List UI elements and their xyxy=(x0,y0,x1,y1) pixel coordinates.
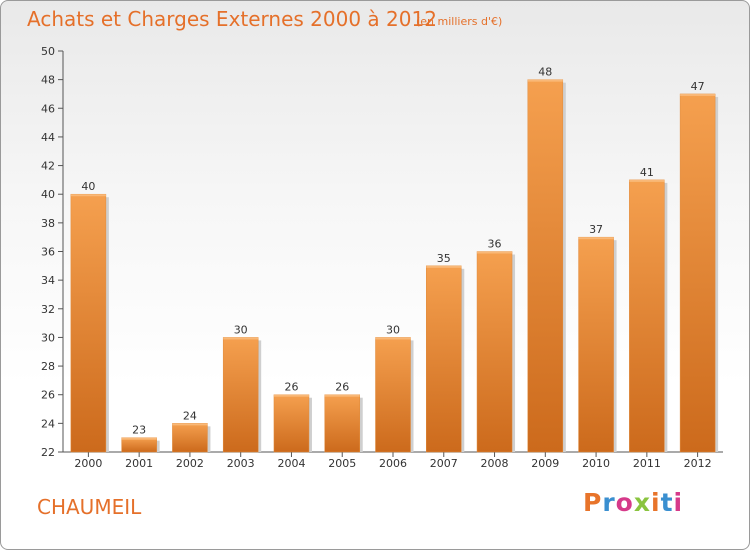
bar-highlight xyxy=(121,437,157,440)
data-label: 48 xyxy=(538,66,552,79)
x-tick-label: 2001 xyxy=(125,457,153,470)
y-tick-label: 40 xyxy=(41,188,55,201)
y-tick-label: 38 xyxy=(41,217,55,230)
bar xyxy=(527,79,564,453)
x-tick-label: 2002 xyxy=(176,457,204,470)
data-label: 35 xyxy=(437,252,451,265)
logo-letter: x xyxy=(633,488,651,517)
chart-subtitle: (en milliers d'€) xyxy=(416,15,503,28)
place-name: CHAUMEIL xyxy=(37,495,142,519)
bar-highlight xyxy=(527,79,563,82)
bar xyxy=(375,337,411,453)
x-tick-label: 2006 xyxy=(379,457,407,470)
bar-highlight xyxy=(680,93,716,96)
y-tick-label: 46 xyxy=(41,102,55,115)
data-label: 30 xyxy=(234,323,248,336)
data-label: 24 xyxy=(183,409,197,422)
data-label: 47 xyxy=(691,80,705,93)
data-label: 36 xyxy=(488,238,502,251)
logo-letter: i xyxy=(673,488,684,517)
y-tick-label: 34 xyxy=(41,274,55,287)
x-tick-label: 2012 xyxy=(684,457,712,470)
x-tick-label: 2010 xyxy=(582,457,610,470)
bar xyxy=(222,337,259,453)
logo-letter: t xyxy=(660,488,674,517)
y-tick-label: 42 xyxy=(41,160,55,173)
bar-highlight xyxy=(223,337,259,340)
data-label: 37 xyxy=(589,223,603,236)
y-tick-label: 48 xyxy=(41,74,55,87)
x-tick-label: 2004 xyxy=(277,457,305,470)
x-tick-label: 2009 xyxy=(531,457,559,470)
bar xyxy=(426,265,462,453)
bar xyxy=(273,394,310,453)
chart-axes: 22 24 26 28 30 32 34 36 38 40 42 44 46 48 50 2000 2001 20… xyxy=(41,45,723,470)
data-label: 26 xyxy=(335,381,349,394)
x-tick-label: 2000 xyxy=(74,457,102,470)
y-tick-label: 28 xyxy=(41,360,55,373)
chart-bars xyxy=(70,79,719,453)
bar-highlight xyxy=(172,423,208,426)
bar xyxy=(679,93,716,453)
data-label: 23 xyxy=(132,424,146,437)
bar xyxy=(629,179,665,453)
bar-highlight xyxy=(273,394,309,397)
y-tick-label: 44 xyxy=(41,131,55,144)
data-label: 40 xyxy=(81,180,95,193)
x-tick-label: 2008 xyxy=(481,457,509,470)
bar-highlight xyxy=(375,337,411,340)
data-label: 41 xyxy=(640,166,654,179)
y-tick-label: 32 xyxy=(41,303,55,316)
logo-letter: o xyxy=(615,488,634,517)
bar-highlight xyxy=(578,237,614,240)
chart-labels: 40 23 24 30 26 26 30 35 36 48 37 41 47 xyxy=(81,66,704,437)
x-tick-label: 2007 xyxy=(430,457,458,470)
bar-highlight xyxy=(324,394,360,397)
x-tick-label: 2003 xyxy=(227,457,255,470)
y-tick-label: 26 xyxy=(41,389,55,402)
bar-highlight xyxy=(426,265,462,268)
y-tick-label: 36 xyxy=(41,246,55,259)
logo-letter: P xyxy=(583,488,603,517)
x-tick-label: 2005 xyxy=(328,457,356,470)
y-tick-label: 24 xyxy=(41,417,55,430)
bar-highlight xyxy=(70,194,106,197)
bar xyxy=(324,394,360,453)
y-tick-label: 50 xyxy=(41,45,55,58)
bar-highlight xyxy=(629,179,665,182)
logo-letter: r xyxy=(602,488,616,517)
data-label: 30 xyxy=(386,323,400,336)
proxiti-logo[interactable]: Proxiti xyxy=(583,488,683,517)
x-tick-label: 2011 xyxy=(633,457,661,470)
bar xyxy=(172,423,208,453)
data-label: 26 xyxy=(284,381,298,394)
y-tick-label: 22 xyxy=(41,446,55,459)
logo-letter: i xyxy=(651,488,661,517)
bar xyxy=(121,437,157,453)
bar xyxy=(70,193,107,453)
bar-highlight xyxy=(477,251,513,254)
bar xyxy=(476,251,513,453)
y-tick-label: 30 xyxy=(41,331,55,344)
bar xyxy=(578,236,614,453)
chart-title: Achats et Charges Externes 2000 à 2012 xyxy=(27,7,437,31)
